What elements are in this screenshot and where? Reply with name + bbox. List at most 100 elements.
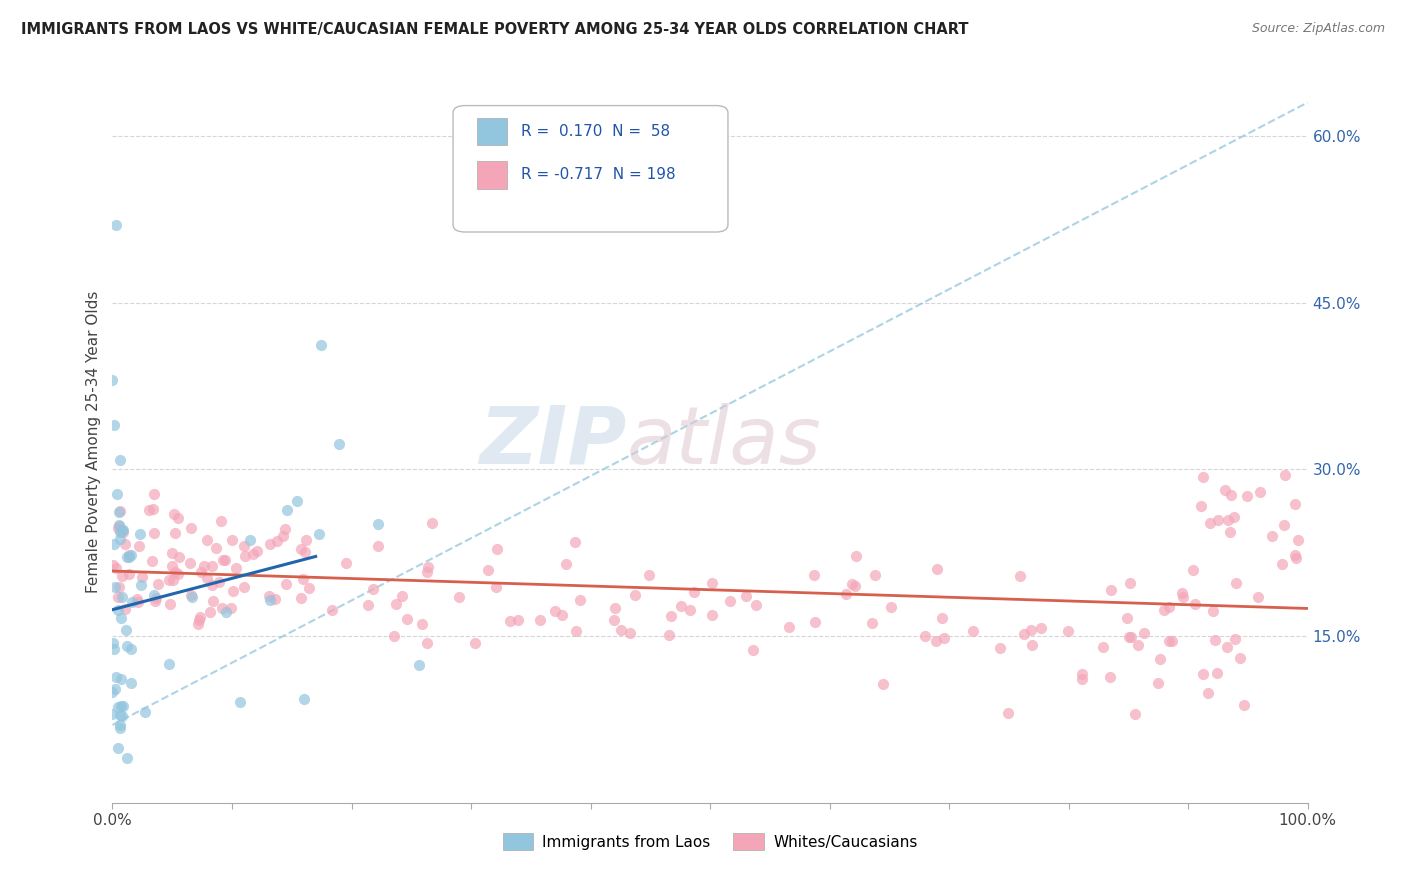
Text: Source: ZipAtlas.com: Source: ZipAtlas.com [1251,22,1385,36]
Point [1153,603,1175,617]
Point [1029,621,1052,635]
Point [498,614,520,628]
Point [803,567,825,582]
Point [160,559,183,574]
Point [1249,484,1271,499]
FancyBboxPatch shape [453,105,728,232]
Point [477,563,499,577]
Text: atlas: atlas [627,402,821,481]
Point [449,590,471,604]
Point [209,514,232,528]
Point [212,553,235,567]
Point [233,549,256,564]
Point [285,494,308,508]
Point [914,629,936,643]
Point [143,526,166,541]
Point [1233,698,1256,712]
Point [219,601,242,615]
Point [167,567,190,582]
Point [105,218,128,232]
Point [127,595,149,609]
Point [741,642,763,657]
Point [702,576,724,591]
Point [1205,666,1227,681]
Point [114,537,136,551]
Point [298,581,321,595]
Point [1236,489,1258,503]
Point [1116,611,1139,625]
Point [328,437,350,451]
Point [544,604,567,618]
Point [1161,634,1184,648]
Point [1014,627,1036,641]
Point [1189,499,1212,513]
Point [391,589,413,603]
Point [180,589,202,603]
Point [131,577,153,591]
Point [107,580,129,594]
Point [464,636,486,650]
Point [997,706,1019,721]
Point [211,601,233,615]
Point [335,556,357,570]
Point [108,519,131,533]
Point [1192,470,1215,484]
Point [103,537,125,551]
Point [108,721,131,735]
Point [259,592,281,607]
FancyBboxPatch shape [477,118,508,145]
Point [112,525,135,540]
Point [111,524,134,538]
Point [259,589,281,603]
Point [110,452,132,467]
Point [141,553,163,567]
Point [925,562,948,576]
Point [1197,686,1219,700]
Point [110,525,132,540]
Point [484,580,506,594]
Point [1149,651,1171,665]
Point [120,676,142,690]
Point [108,718,131,732]
Point [529,613,551,627]
Point [1216,513,1239,527]
Point [367,516,389,531]
FancyBboxPatch shape [477,161,508,188]
Point [415,566,437,580]
Point [188,613,211,627]
Point [1271,558,1294,572]
Point [242,547,264,561]
Point [165,525,187,540]
Point [1132,626,1154,640]
Point [1225,576,1247,591]
Point [259,537,281,551]
Point [1147,675,1170,690]
Point [872,677,894,691]
Point [669,599,692,614]
Point [104,681,127,696]
Point [145,593,167,607]
Point [623,588,645,602]
Point [190,566,212,580]
Point [142,487,165,501]
Point [187,617,209,632]
Point [101,373,124,387]
Point [506,613,529,627]
Point [385,597,408,611]
Point [1284,549,1306,563]
Point [138,503,160,517]
Point [1099,583,1122,598]
Point [1157,634,1180,648]
Point [367,540,389,554]
Point [1206,513,1229,527]
Point [311,338,333,352]
Point [1182,563,1205,577]
Point [112,699,135,714]
Point [107,591,129,605]
Point [107,521,129,535]
Point [128,527,150,541]
Point [181,591,204,605]
Point [1216,640,1239,654]
Point [142,502,165,516]
Text: R =  0.170  N =  58: R = 0.170 N = 58 [522,124,671,139]
